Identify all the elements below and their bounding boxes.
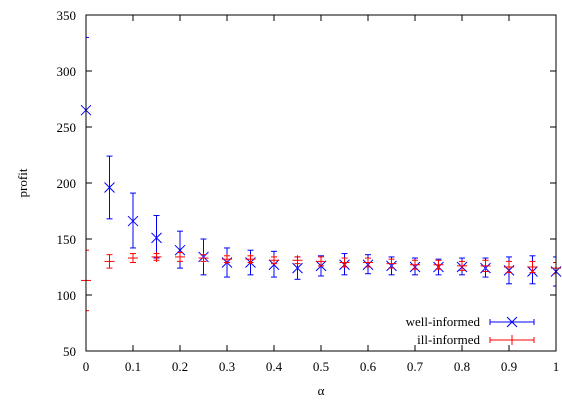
data-point [316, 256, 326, 267]
data-point [222, 254, 232, 265]
plot-frame [85, 14, 557, 352]
legend-marker [507, 335, 517, 345]
data-point [104, 182, 115, 193]
y-axis-label: profit [15, 168, 30, 197]
x-tick-label: 0.1 [125, 359, 141, 374]
data-point [410, 259, 420, 270]
data-point [151, 232, 162, 244]
data-point [245, 254, 256, 265]
y-tick-label: 50 [63, 344, 76, 359]
x-tick-label: 0 [83, 359, 90, 374]
y-tick-label: 150 [57, 232, 77, 247]
data-point [433, 259, 444, 270]
data-point [339, 257, 350, 268]
legend: well-informed ill-informed [406, 314, 535, 347]
x-tick-label: 0.8 [454, 359, 470, 374]
data-point [175, 251, 185, 262]
data-point [292, 262, 303, 274]
data-point [151, 251, 162, 262]
data-point [127, 215, 139, 227]
data-point [363, 257, 373, 268]
ticks-layer: 0 0.1 0.2 0.3 0.4 0.5 0.6 0.7 0.8 0.9 150100150200… [57, 8, 560, 374]
x-tick-label: 0.9 [501, 359, 517, 374]
data-point [104, 256, 115, 267]
y-tick-label: 100 [57, 288, 77, 303]
x-axis-label: α [318, 383, 325, 398]
data-point [292, 255, 303, 266]
data-point [527, 262, 538, 272]
legend-label: ill-informed [417, 332, 480, 347]
x-tick-label: 0.6 [360, 359, 377, 374]
data-point [480, 260, 491, 271]
data-point [174, 244, 186, 256]
data-point [198, 253, 209, 264]
error-bar [153, 214, 160, 259]
data-point [504, 262, 514, 272]
x-tick-label: 0.7 [407, 359, 424, 374]
series-layer [80, 36, 562, 312]
x-tick-label: 0.5 [313, 359, 329, 374]
y-tick-label: 250 [57, 120, 77, 135]
data-point [386, 258, 397, 269]
y-tick-label: 300 [57, 64, 77, 79]
x-tick-label: 0.2 [172, 359, 188, 374]
data-point [269, 255, 279, 266]
x-tick-label: 0.3 [219, 359, 235, 374]
x-tick-label: 0.4 [266, 359, 283, 374]
series-well-informed [80, 36, 562, 287]
y-tick-label: 350 [57, 8, 77, 23]
data-point [457, 260, 467, 271]
series-ill-informed [81, 249, 561, 312]
legend-marker [506, 316, 518, 328]
data-point [128, 253, 138, 264]
y-tick-label: 200 [57, 176, 77, 191]
legend-label: well-informed [406, 314, 481, 329]
x-tick-label: 1 [553, 359, 560, 374]
